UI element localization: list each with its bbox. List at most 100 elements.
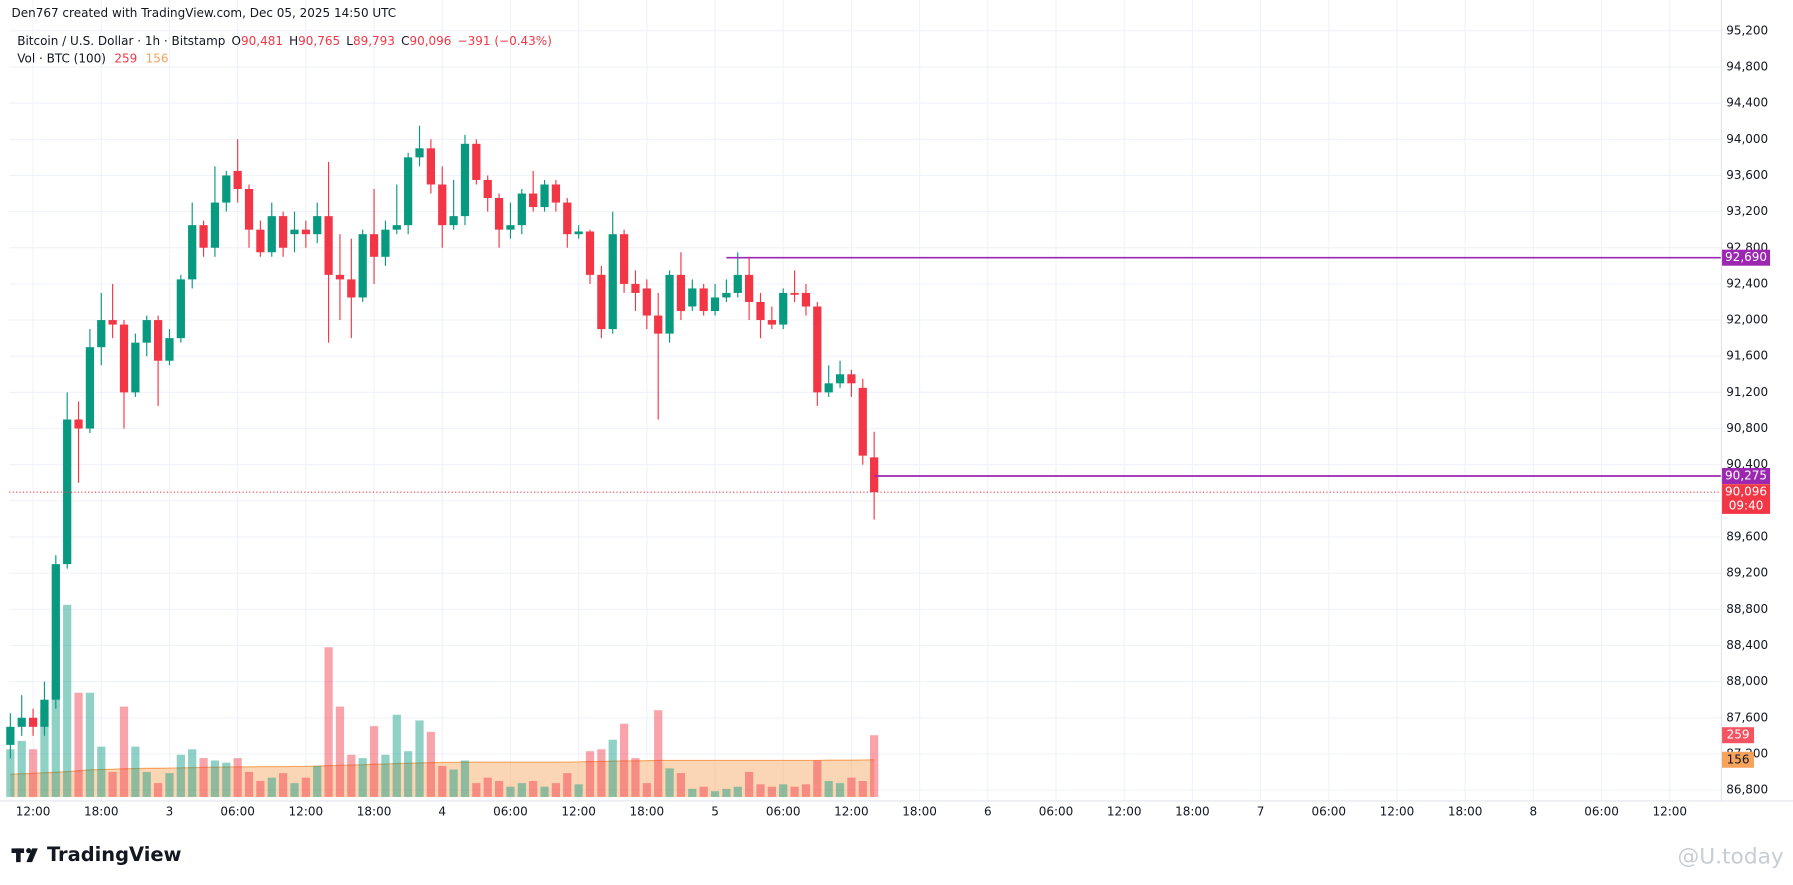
watermark: @U.today: [1678, 845, 1784, 870]
volume-bar: [381, 754, 390, 797]
o-key: O: [232, 34, 241, 48]
volume-bar: [551, 783, 561, 797]
volume-bar: [40, 708, 49, 797]
volume-ma-label: 156: [1727, 752, 1750, 766]
volume-bar: [756, 784, 765, 797]
volume-bar: [767, 786, 776, 797]
legend-volume: Vol · BTC (100) 259 156: [17, 51, 168, 65]
volume-bar: [733, 786, 742, 797]
c-key: C: [401, 34, 409, 48]
candle-body: [335, 274, 345, 280]
last-price-box: [1722, 484, 1771, 514]
y-tick-label: 95,200: [1726, 23, 1768, 37]
candle-body: [722, 292, 731, 298]
volume-title: Vol · BTC (100): [17, 51, 106, 65]
volume-bar: [222, 762, 231, 797]
volume-bar: [483, 777, 492, 797]
volume-bar: [97, 746, 106, 797]
candle-body: [438, 184, 447, 226]
volume-bar: [847, 777, 856, 797]
candle-body: [176, 279, 185, 339]
high: 90,765: [298, 34, 340, 48]
candle-body: [790, 292, 799, 295]
candle-body: [835, 374, 845, 384]
y-tick-label: 93,200: [1726, 204, 1768, 218]
volume-bar: [404, 751, 413, 797]
volume-bar: [460, 760, 470, 797]
candle-body: [131, 342, 140, 393]
countdown-label: 09:40: [1729, 498, 1764, 512]
candle-body: [51, 564, 60, 700]
volume-bar: [74, 692, 83, 797]
low: 89,793: [353, 34, 395, 48]
logo-part: [26, 848, 38, 863]
volume-bar: [301, 777, 310, 797]
volume-bar: [801, 784, 811, 797]
volume-bar: [688, 788, 697, 797]
candle-body: [472, 143, 481, 180]
candle-body: [699, 288, 708, 312]
candle-body: [631, 283, 640, 293]
x-tick-label: 12:00: [16, 804, 51, 818]
volume-bar: [745, 771, 754, 797]
x-tick-label: 5: [711, 804, 719, 818]
candle-body: [267, 216, 276, 253]
volume-bar: [313, 765, 322, 797]
x-tick-label: 06:00: [766, 804, 801, 818]
candle-body: [483, 179, 492, 199]
level-price-box: [1722, 249, 1771, 266]
candle-body: [517, 193, 526, 226]
volume-bar: [642, 783, 651, 797]
volume-bar: [6, 749, 15, 797]
volume-bar: [835, 783, 845, 797]
x-tick-label: 8: [1530, 804, 1538, 818]
volume-ma-box: [1722, 751, 1755, 768]
volume-value-box: [1722, 727, 1755, 744]
volume-bar: [28, 749, 38, 797]
x-tick-label: 12:00: [1380, 804, 1415, 818]
candle-body: [279, 216, 288, 248]
y-tick-label: 88,400: [1726, 638, 1768, 652]
x-tick-label: 7: [1257, 804, 1265, 818]
y-tick-label: 88,000: [1726, 674, 1768, 688]
volume-bar: [85, 692, 95, 797]
volume-bar: [51, 682, 60, 797]
candle-body: [313, 216, 322, 235]
candle-body: [585, 231, 595, 275]
x-tick-label: 12:00: [1652, 804, 1687, 818]
candle-body: [153, 320, 163, 361]
candle-body: [6, 726, 15, 745]
volume-ma-area: [10, 759, 875, 797]
volume-bar: [233, 758, 242, 797]
x-tick-label: 18:00: [357, 804, 392, 818]
candle-body: [244, 189, 254, 230]
candle-body: [233, 170, 242, 190]
grid: [9, 0, 1721, 801]
x-tick-label: 06:00: [493, 804, 528, 818]
y-tick-label: 94,000: [1726, 132, 1768, 146]
candle-body: [574, 231, 583, 235]
volume-bar: [426, 731, 435, 797]
volume-bar: [165, 773, 174, 797]
volume-bar: [438, 765, 447, 797]
volume-bar: [517, 783, 526, 797]
candle-body: [619, 234, 629, 284]
candle-body: [74, 419, 83, 429]
x-tick-label: 06:00: [1584, 804, 1619, 818]
volume-bar: [619, 723, 629, 797]
axes: 86,80087,20087,60088,00088,40088,80089,2…: [16, 23, 1771, 818]
brand-logo: [11, 848, 38, 863]
candle-body: [733, 274, 742, 293]
symbol: Bitcoin / U.S. Dollar · 1h · Bitstamp: [17, 34, 225, 48]
candle-body: [210, 202, 220, 248]
logo-part: [26, 848, 32, 854]
x-tick-label: 6: [984, 804, 992, 818]
volume-bar: [188, 749, 197, 797]
candle-body: [256, 229, 265, 253]
candle-body: [529, 193, 538, 208]
volume-bar: [267, 777, 276, 797]
change: −391 (−0.43%): [458, 34, 552, 48]
x-tick-label: 06:00: [1039, 804, 1074, 818]
candle-body: [426, 148, 435, 185]
volume-bar: [654, 710, 663, 797]
